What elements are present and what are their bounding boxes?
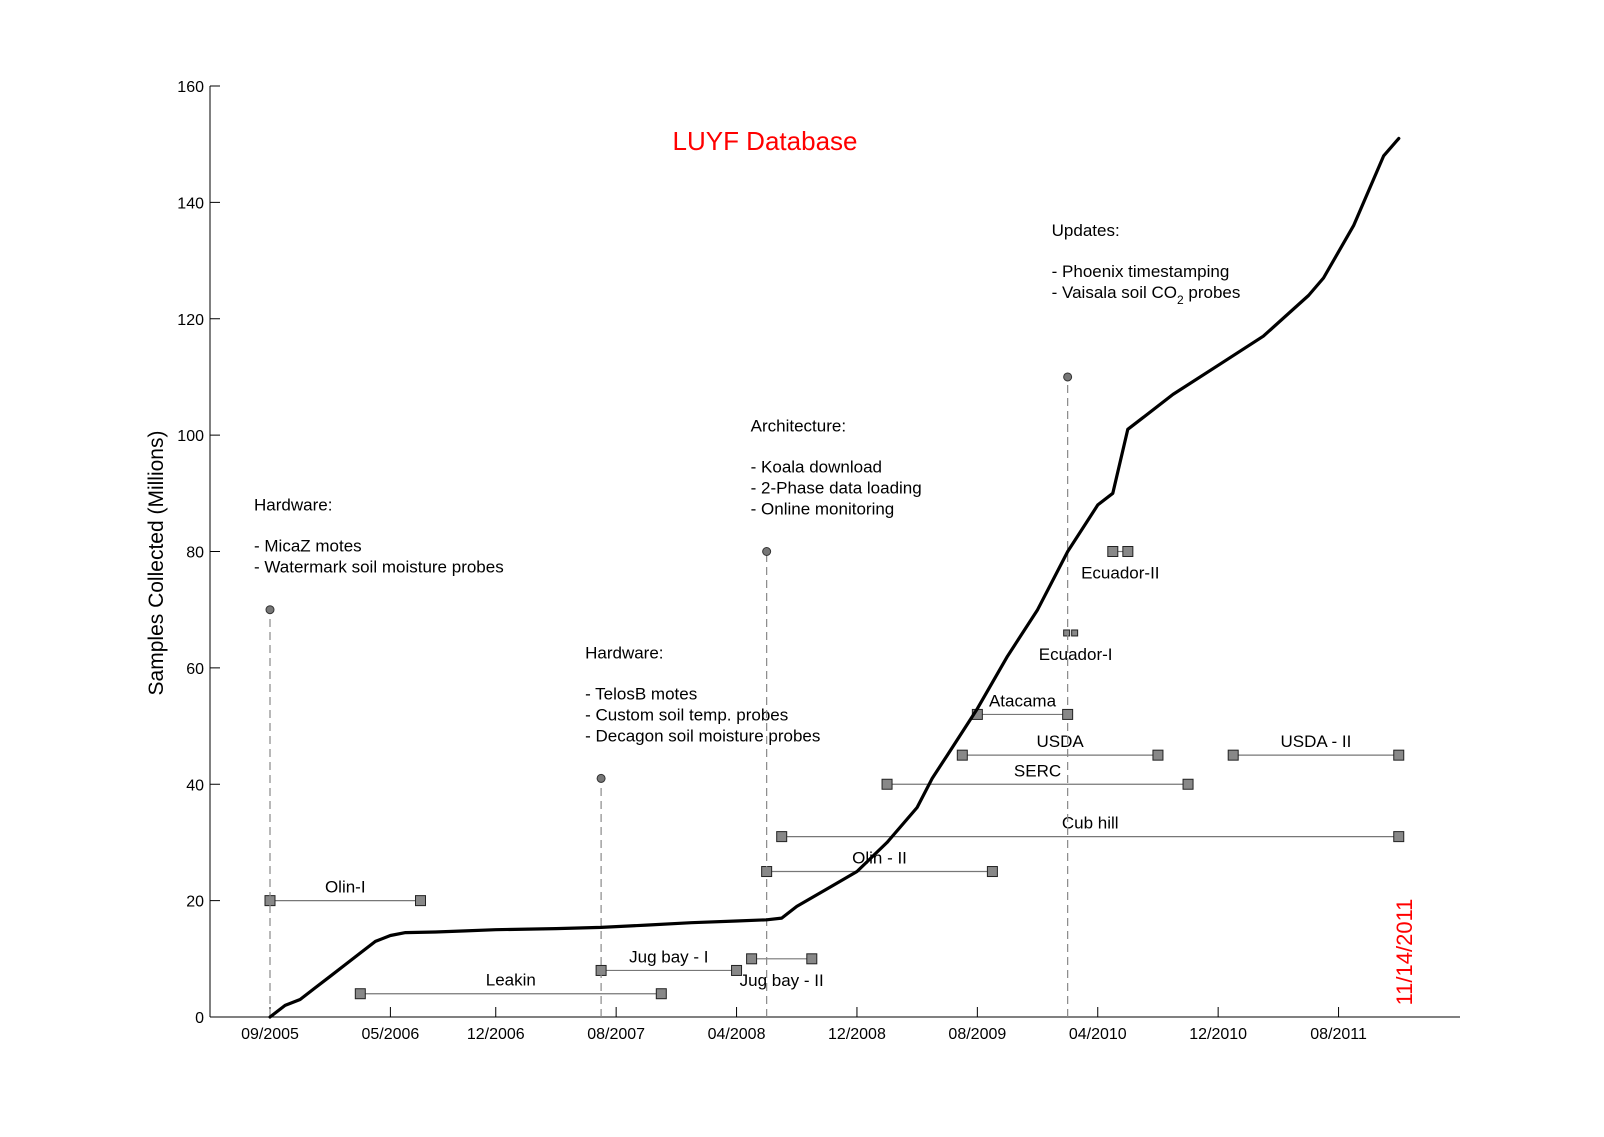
milestone-category: Architecture:: [751, 417, 846, 436]
y-tick-label: 100: [177, 428, 204, 445]
deployment-label: SERC: [1014, 761, 1061, 780]
milestone-marker: [596, 773, 606, 783]
milestone-item: - Decagon soil moisture probes: [585, 726, 820, 745]
x-tick-label: 04/2008: [708, 1026, 766, 1043]
deployment-label: Cub hill: [1062, 814, 1119, 833]
y-tick-label: 140: [177, 195, 204, 212]
deployment-label: Leakin: [486, 971, 536, 990]
deployment-marker: [415, 895, 426, 907]
deployment-marker: [1107, 546, 1119, 557]
milestone-item: - Phoenix timestamping: [1052, 262, 1230, 281]
milestone-category: Hardware:: [254, 496, 332, 515]
deployment-marker: [986, 866, 998, 878]
deployment-marker: [956, 749, 968, 761]
y-tick-label: 20: [186, 894, 204, 911]
milestone-category: Hardware:: [585, 643, 663, 662]
date-marker: 11/14/2011: [1392, 899, 1417, 1006]
y-tick-label: 80: [186, 545, 204, 562]
milestone-marker: [1063, 372, 1073, 382]
deployment-marker: [354, 988, 366, 1000]
milestones: Hardware: - MicaZ motes - Watermark soil m…: [254, 221, 1240, 1017]
deployment-marker: [806, 953, 818, 965]
milestone-category: Updates:: [1052, 221, 1120, 240]
milestone-marker: [265, 605, 275, 615]
y-tick-label: 160: [177, 79, 204, 96]
x-tick-label: 09/2005: [241, 1026, 299, 1043]
y-tick-label: 0: [195, 1010, 204, 1027]
milestone-item: - MicaZ motes: [254, 537, 362, 556]
milestone-item: - 2-Phase data loading: [751, 479, 922, 498]
deployment-marker: [1152, 749, 1164, 761]
deployment-marker: [776, 831, 788, 843]
x-tick-label: 05/2006: [361, 1026, 419, 1043]
deployment-label: Olin-I: [325, 878, 366, 897]
milestone-item: - TelosB motes: [585, 684, 697, 703]
deployment-marker: [655, 988, 667, 1000]
deployment-marker: [1393, 831, 1405, 843]
axes: 0 20 40 60 80 100 120 140 160 09/2005 05/2006 12/20…: [177, 79, 1460, 1043]
y-axis-label: Samples Collected (Millions): [145, 431, 168, 696]
deployment-marker: [731, 964, 743, 976]
deployment-label: Jug bay - II: [740, 971, 824, 990]
x-tick-label: 08/2009: [948, 1026, 1006, 1043]
milestone-item: - Custom soil temp. probes: [585, 705, 788, 724]
x-tick-label: 08/2011: [1310, 1026, 1367, 1043]
x-tick-label: 12/2010: [1189, 1026, 1247, 1043]
milestone-marker: [762, 547, 772, 556]
deployment-marker: [881, 778, 893, 790]
y-tick-label: 40: [186, 777, 204, 794]
deployment-marker: [1122, 546, 1134, 557]
x-tick-label: 04/2010: [1069, 1026, 1127, 1043]
milestone-item: - Koala download: [751, 458, 882, 477]
deployment-label: USDA: [1037, 732, 1085, 751]
milestone-item: - Online monitoring: [751, 500, 895, 519]
x-tick-label: 12/2006: [467, 1026, 525, 1043]
x-tick-label: 12/2008: [828, 1026, 886, 1043]
deployment-marker: [1063, 629, 1071, 637]
milestone-item: - Vaisala soil CO2 probes: [1052, 283, 1241, 307]
deployment-marker: [1227, 749, 1239, 761]
deployment-label: Ecuador-II: [1081, 564, 1159, 583]
deployment-label: Jug bay - I: [629, 947, 708, 966]
x-tick-label: 08/2007: [587, 1026, 645, 1043]
y-tick-label: 60: [186, 661, 204, 678]
chart-title: LUYF Database: [673, 126, 858, 156]
deployment-label: Atacama: [989, 691, 1057, 710]
series-layer: [268, 136, 1401, 1019]
deployment-marker: [746, 953, 758, 965]
milestone-item: - Watermark soil moisture probes: [254, 558, 504, 577]
deployment-label: USDA - II: [1281, 732, 1352, 751]
y-tick-label: 120: [177, 312, 204, 329]
deployment-label: Ecuador-I: [1039, 645, 1113, 664]
deployment-marker: [1182, 778, 1194, 790]
deployment-marker: [1071, 629, 1079, 637]
deployment-marker: [1393, 749, 1405, 761]
series-line: [268, 136, 1401, 1019]
